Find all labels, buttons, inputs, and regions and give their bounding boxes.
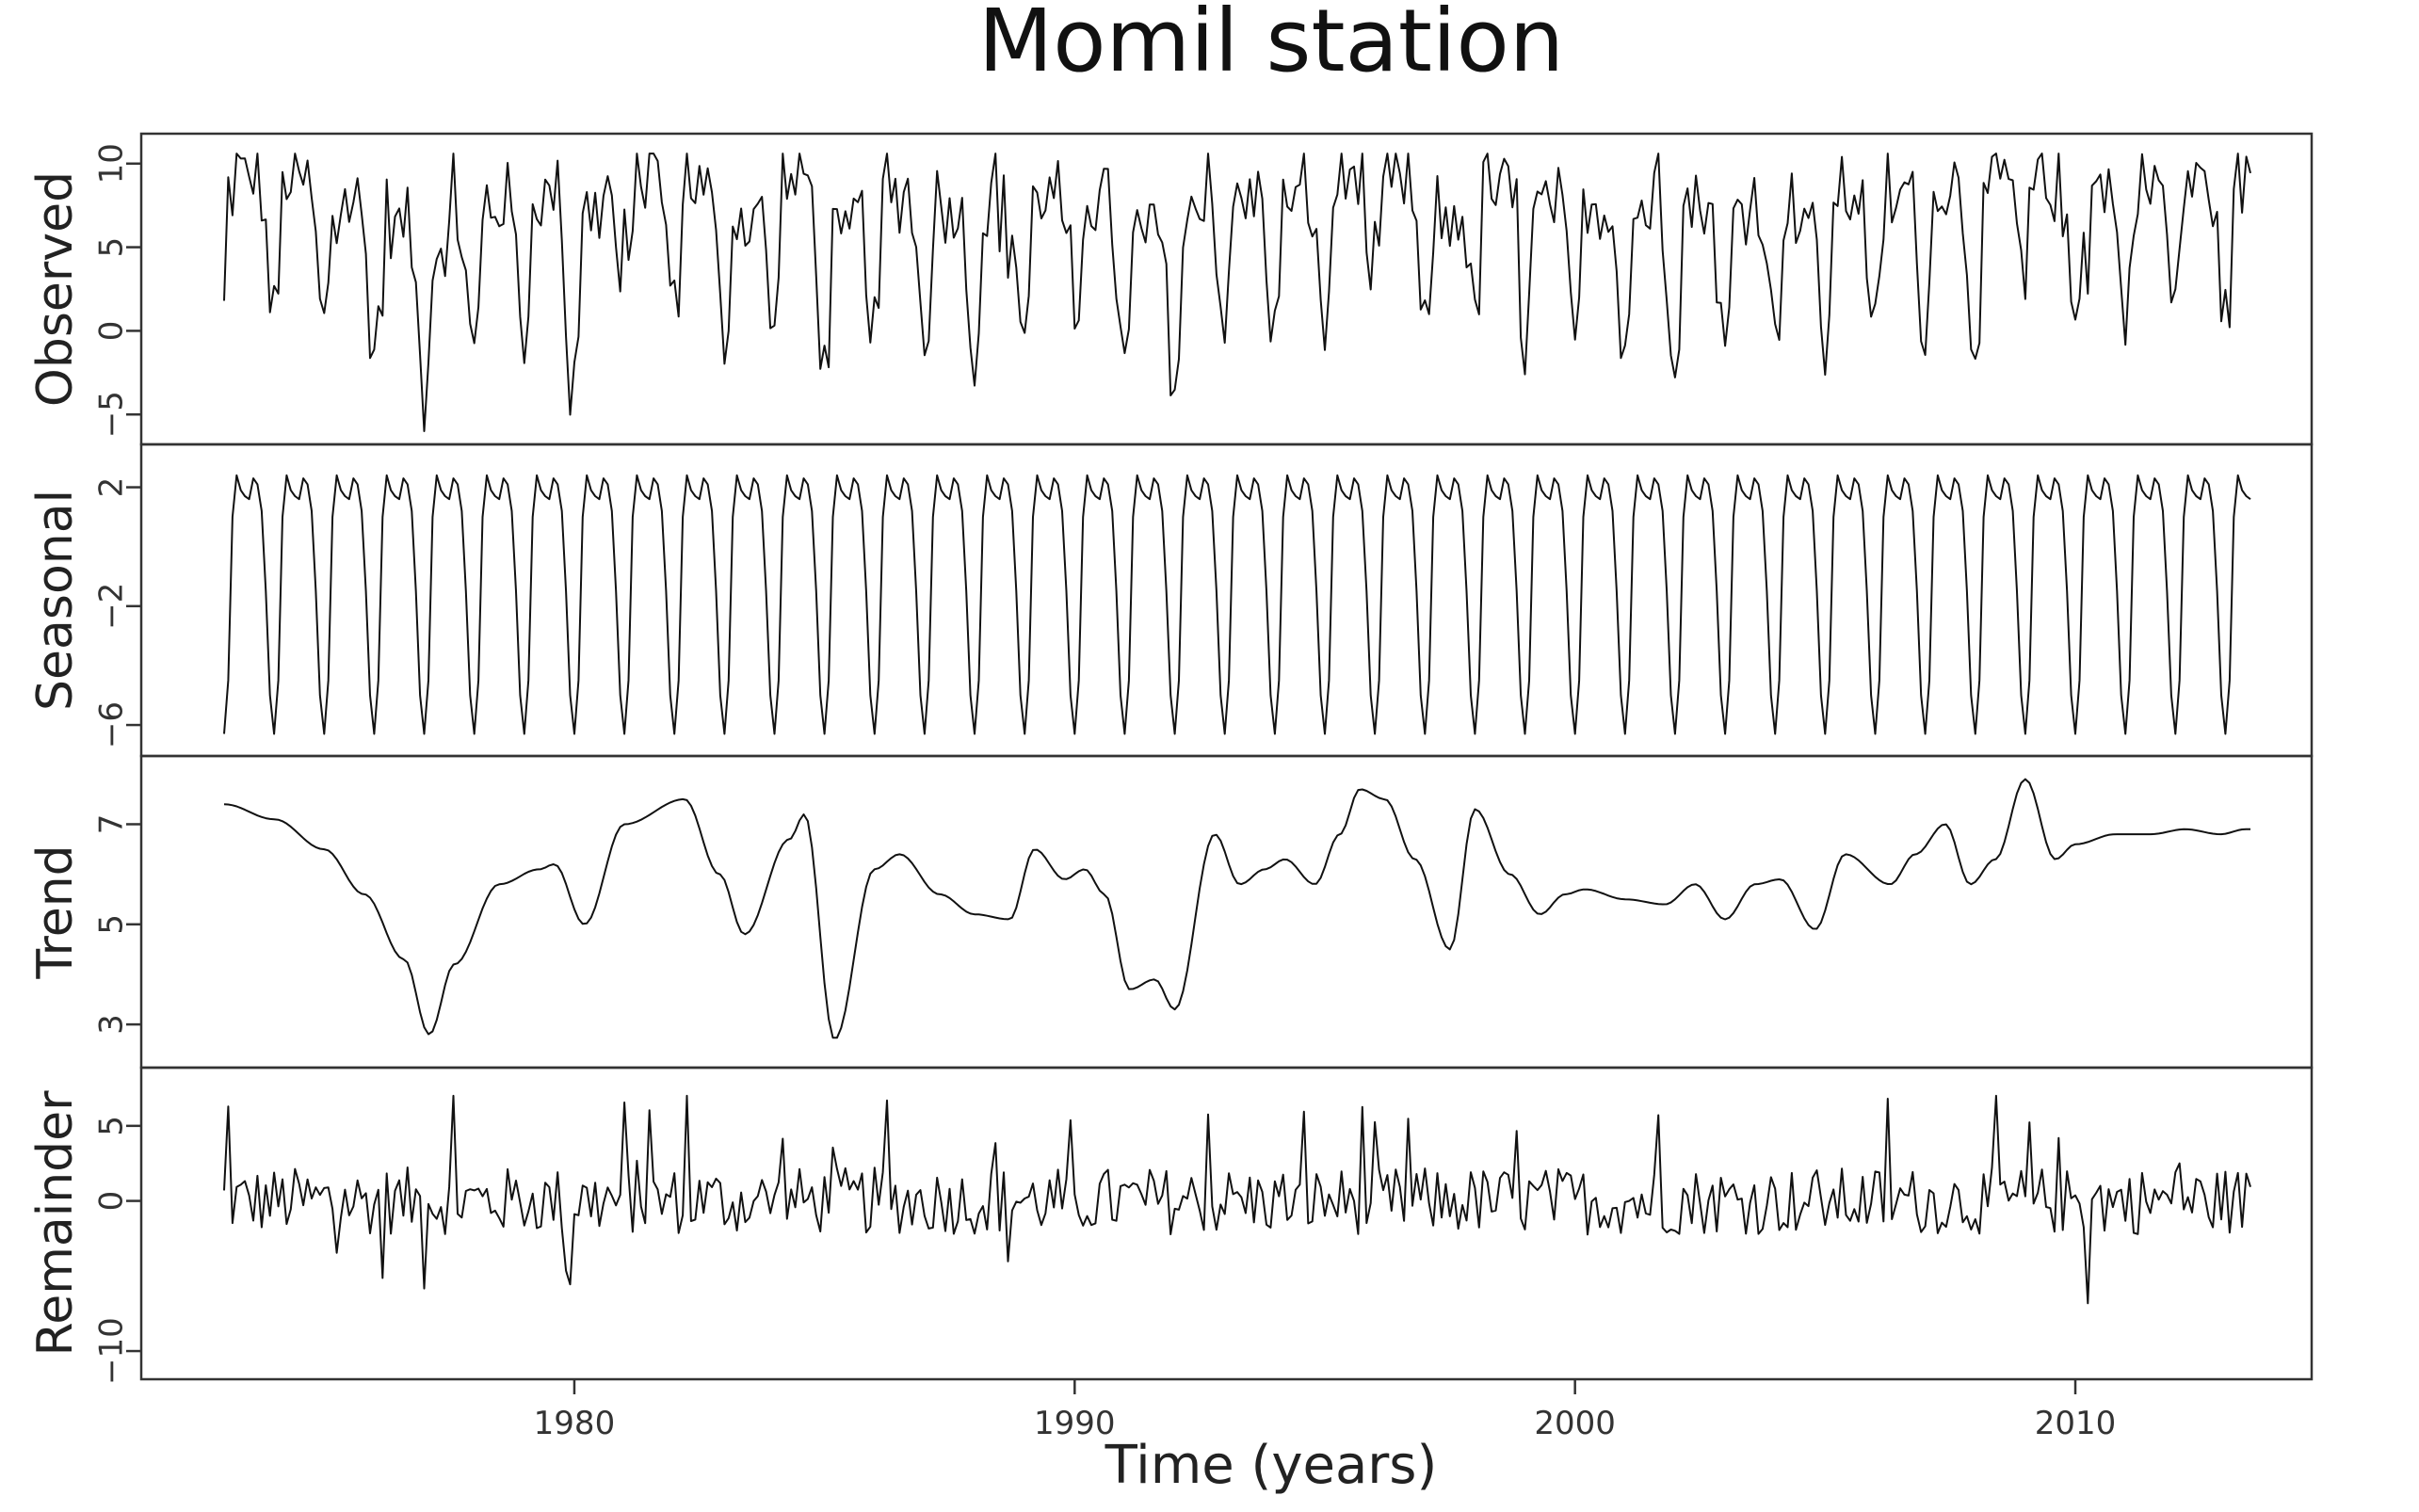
- y-tick-label: −5: [93, 391, 131, 438]
- chart-title: Momil station: [978, 0, 1564, 91]
- y-tick-label: 3: [93, 1014, 131, 1035]
- y-tick-label: 2: [93, 477, 131, 498]
- y-axis-label-seasonal: Seasonal: [27, 490, 84, 711]
- y-tick-label: 5: [93, 237, 131, 258]
- x-tick-label: 1980: [534, 1405, 616, 1442]
- y-axis-label-observed: Observed: [27, 171, 84, 407]
- series-line-trend: [223, 778, 2250, 1039]
- panel-observed: Observed−5 0 5 10: [27, 132, 2314, 446]
- series-line-observed: [223, 153, 2251, 432]
- y-tick-label: 5: [93, 914, 131, 935]
- panel-frame: [139, 754, 2314, 1070]
- x-tick-label: 2010: [2035, 1405, 2117, 1442]
- panel-seasonal: Seasonal−6 −2 2: [27, 442, 2314, 758]
- panel-remainder: Remainder −10 0 5: [27, 1066, 2314, 1385]
- y-axis-label-remainder: Remainder: [27, 1090, 84, 1357]
- panel-frame: [139, 1066, 2314, 1381]
- y-tick-label: 0: [93, 1191, 131, 1212]
- y-tick-label: 10: [93, 143, 131, 184]
- panels-group: Observed−5 0 5 10 Seasonal−6 −2 2 Trend 3 5 7 Remai…: [27, 132, 2314, 1385]
- x-tick-label: 2000: [1534, 1405, 1616, 1442]
- series-line-remainder: [223, 1094, 2251, 1305]
- x-axis: 1980 1990 2000 2010: [534, 1379, 2117, 1442]
- y-tick-label: −2: [93, 583, 131, 630]
- x-tick-label: 1990: [1034, 1405, 1116, 1442]
- y-tick-label: 5: [93, 1116, 131, 1136]
- y-tick-label: 0: [93, 321, 131, 342]
- y-tick-label: −10: [93, 1317, 131, 1385]
- x-axis-label: Time (years): [1105, 1435, 1438, 1496]
- panel-trend: Trend 3 5 7: [27, 754, 2314, 1070]
- y-tick-label: 7: [93, 814, 131, 835]
- y-tick-label: −6: [93, 701, 131, 748]
- series-line-seasonal: [223, 474, 2251, 735]
- y-axis-label-trend: Trend: [27, 844, 84, 979]
